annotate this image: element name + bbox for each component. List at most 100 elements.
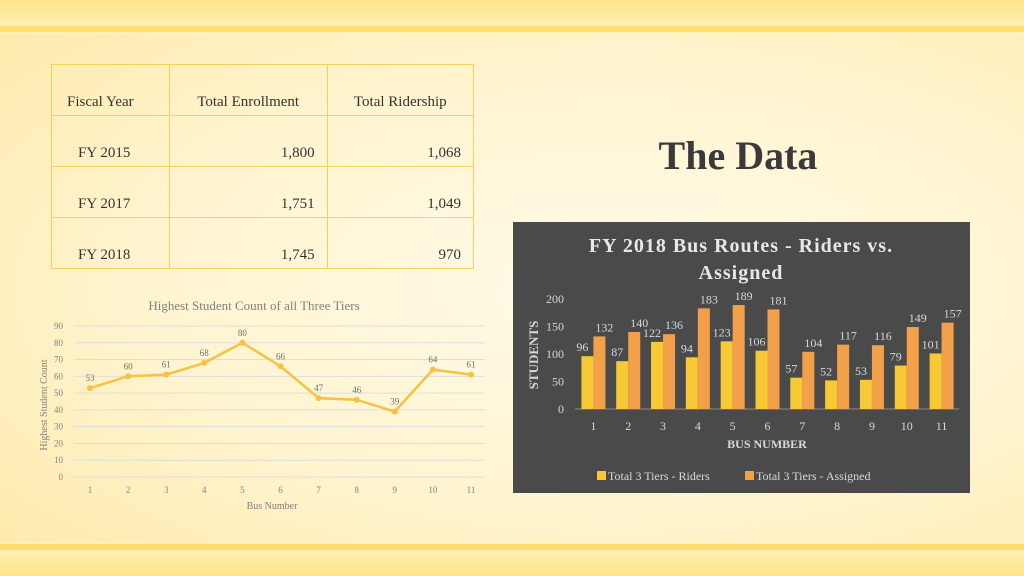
line-chart-point <box>277 363 284 370</box>
bar-chart-legend-swatch <box>597 471 606 480</box>
line-chart-point <box>315 395 322 402</box>
table-cell: FY 2015 <box>51 115 170 167</box>
bottom-decor-line <box>0 544 1024 550</box>
bar-chart-xtick-label: 11 <box>936 419 948 433</box>
table-row: FY 2017 1,751 1,049 <box>51 166 475 218</box>
bar-chart-title-line2: Assigned <box>699 262 784 284</box>
line-chart-xtick-label: 5 <box>240 485 245 495</box>
table-cell: 970 <box>326 217 475 269</box>
bar-chart-ytick-label: 150 <box>546 320 564 334</box>
bar-chart-xtick-label: 4 <box>695 419 701 433</box>
line-chart-data-label: 64 <box>428 355 438 365</box>
bar-chart-data-label: 189 <box>735 289 753 303</box>
bar-chart-data-label: 132 <box>595 320 613 334</box>
line-chart-ytick-label: 90 <box>54 321 64 331</box>
line-chart-xtick-label: 2 <box>126 485 131 495</box>
bar-chart-bar <box>755 350 768 409</box>
line-chart-xtick-label: 4 <box>202 485 207 495</box>
bar-chart-ylabel: STUDENTS <box>526 321 541 390</box>
bar-chart-data-label: 57 <box>785 362 797 376</box>
bar-chart-data-label: 94 <box>681 341 693 355</box>
line-chart-ytick-label: 0 <box>59 472 64 482</box>
bar-chart-bar <box>906 327 919 409</box>
bar-chart-bar <box>616 361 629 409</box>
bar-chart-data-label: 87 <box>611 345 623 359</box>
table-row: FY 2015 1,800 1,068 <box>51 115 475 167</box>
table-header: Fiscal Year <box>51 64 170 116</box>
line-chart-data-label: 68 <box>200 348 210 358</box>
table-header-row: Fiscal Year Total Enrollment Total Rider… <box>51 64 475 116</box>
line-chart-xtick-label: 7 <box>316 485 321 495</box>
bar-chart-bar <box>628 332 641 409</box>
line-chart-point <box>429 366 436 373</box>
table-header: Total Ridership <box>326 64 475 116</box>
line-chart-xtick-label: 11 <box>467 485 476 495</box>
bar-chart-data-label: 101 <box>922 337 940 351</box>
line-chart-xtick-label: 8 <box>354 485 359 495</box>
bar-chart-legend-label: Total 3 Tiers - Riders <box>608 469 710 483</box>
bar-chart-bar <box>802 351 815 409</box>
table-cell: 1,049 <box>326 166 475 218</box>
bar-chart-bar <box>732 305 745 409</box>
bar-chart-xtick-label: 1 <box>590 419 596 433</box>
fiscal-year-table: Fiscal Year Total Enrollment Total Rider… <box>51 64 475 269</box>
bar-chart-bar <box>790 377 803 409</box>
bar-chart-ytick-label: 200 <box>546 292 564 306</box>
bar-chart-xtick-label: 8 <box>834 419 840 433</box>
table-cell: 1,751 <box>168 166 328 218</box>
bar-chart-data-label: 181 <box>770 293 788 307</box>
bar-chart-bar <box>941 322 954 409</box>
line-chart-point <box>391 408 398 415</box>
bar-chart-bar <box>593 336 606 409</box>
line-chart-point <box>353 396 360 403</box>
bar-chart-data-label: 149 <box>909 311 927 325</box>
bar-chart-title-line1: FY 2018 Bus Routes - Riders vs. <box>589 235 893 257</box>
bar-chart-bar <box>697 308 710 409</box>
bar-chart-data-label: 183 <box>700 292 718 306</box>
bar-chart-data-label: 104 <box>804 336 822 350</box>
bar-chart-data-label: 157 <box>944 307 962 321</box>
top-decor-line <box>0 26 1024 32</box>
bar-chart-xtick-label: 7 <box>799 419 805 433</box>
bar-chart-legend-label: Total 3 Tiers - Assigned <box>756 469 871 483</box>
line-chart-ylabel: Highest Student Count <box>39 359 50 450</box>
bar-chart-bar <box>663 334 676 409</box>
line-chart-ytick-label: 60 <box>54 371 64 381</box>
line-chart-ytick-label: 50 <box>54 388 64 398</box>
line-chart-ytick-label: 70 <box>54 355 64 365</box>
line-chart-xtick-label: 10 <box>428 485 438 495</box>
line-chart-xtick-label: 9 <box>393 485 398 495</box>
table-cell: FY 2018 <box>51 217 170 269</box>
line-chart-point <box>201 359 208 366</box>
bar-chart-data-label: 140 <box>630 316 648 330</box>
line-chart-data-label: 60 <box>124 361 134 371</box>
line-chart-point <box>468 371 474 378</box>
bar-chart-bar <box>859 379 872 409</box>
bar-chart-bar <box>837 344 850 409</box>
bar-chart-data-label: 106 <box>748 335 766 349</box>
line-chart-point <box>125 373 132 380</box>
line-chart-ytick-label: 40 <box>54 405 64 415</box>
bar-chart-xlabel: BUS NUMBER <box>727 437 807 451</box>
line-chart: Highest Student Count of all Three Tiers… <box>39 298 485 512</box>
bar-chart-legend-swatch <box>745 471 754 480</box>
line-chart-title: Highest Student Count of all Three Tiers <box>148 298 359 313</box>
bar-chart-data-label: 79 <box>890 350 902 364</box>
line-chart-data-label: 66 <box>276 351 286 361</box>
bar-chart-xtick-label: 2 <box>625 419 631 433</box>
line-chart-ytick-label: 10 <box>54 455 64 465</box>
line-chart-ytick-label: 80 <box>54 338 64 348</box>
table-row: FY 2018 1,745 970 <box>51 217 475 269</box>
line-chart-xlabel: Bus Number <box>247 501 299 512</box>
line-chart-data-label: 39 <box>390 397 400 407</box>
bar-chart-data-label: 96 <box>576 340 588 354</box>
bar-chart-xtick-label: 6 <box>765 419 771 433</box>
bar-chart-xtick-label: 9 <box>869 419 875 433</box>
line-chart-data-label: 80 <box>238 328 248 338</box>
bar-chart-bar <box>767 309 780 409</box>
bar-chart-xtick-label: 10 <box>901 419 913 433</box>
bar-chart-data-label: 52 <box>820 364 832 378</box>
bar-chart-bar <box>720 341 733 409</box>
line-chart-xtick-label: 6 <box>278 485 283 495</box>
line-chart-point <box>87 385 93 392</box>
